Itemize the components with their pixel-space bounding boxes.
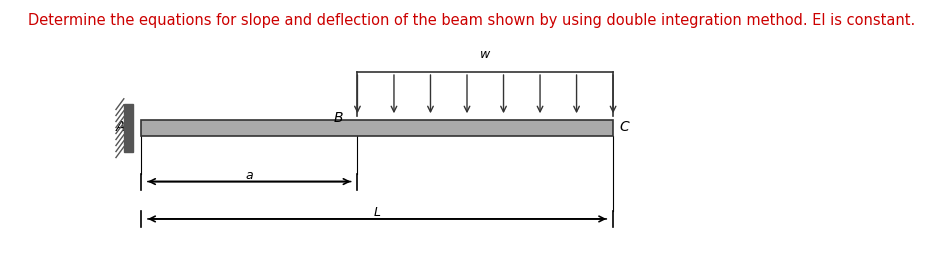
Text: Determine the equations for slope and deflection of the beam shown by using doub: Determine the equations for slope and de… <box>28 13 915 28</box>
FancyBboxPatch shape <box>124 104 133 152</box>
Text: B: B <box>334 112 343 125</box>
Text: C: C <box>620 120 629 134</box>
Text: A: A <box>116 120 125 134</box>
Text: w: w <box>480 48 490 61</box>
FancyBboxPatch shape <box>141 120 613 136</box>
Text: a: a <box>245 168 253 182</box>
Text: L: L <box>373 206 381 219</box>
